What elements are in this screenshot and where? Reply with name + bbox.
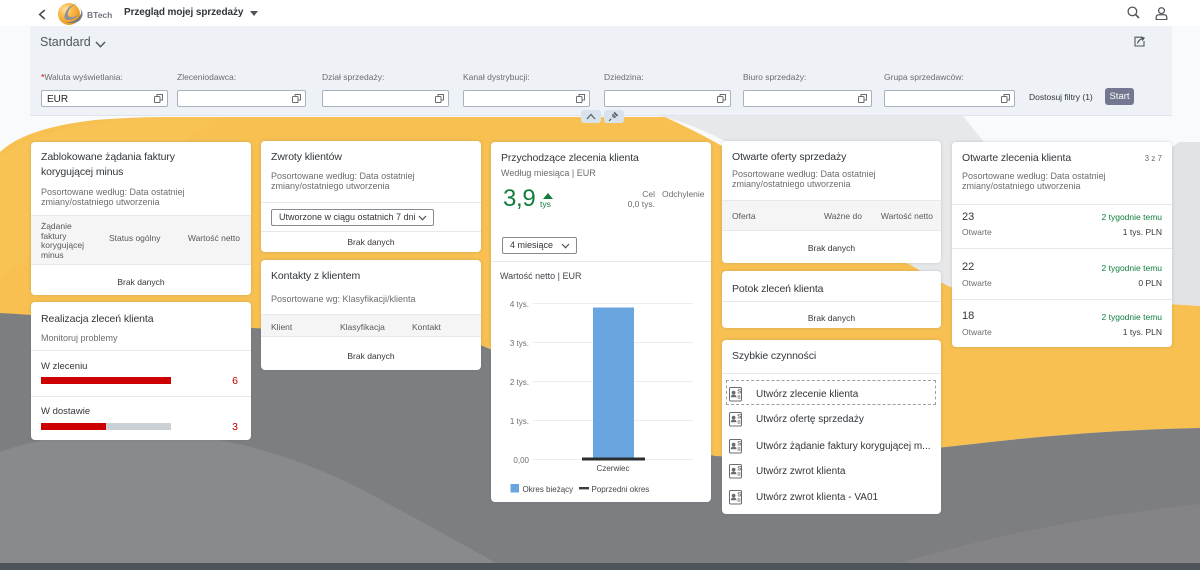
- svg-text:S: S: [737, 491, 742, 498]
- svg-text:3 tys.: 3 tys.: [510, 339, 529, 348]
- svg-text:Okres bieżący: Okres bieżący: [523, 485, 574, 494]
- svg-text:Czerwiec: Czerwiec: [597, 464, 630, 473]
- svg-text:4 tys.: 4 tys.: [510, 300, 529, 309]
- svg-text:S: S: [737, 414, 742, 421]
- svg-text:S: S: [737, 388, 742, 395]
- svg-text:1 tys.: 1 tys.: [510, 417, 529, 426]
- svg-text:BTech: BTech: [87, 10, 112, 20]
- svg-text:S: S: [737, 440, 742, 447]
- svg-text:S: S: [737, 466, 742, 473]
- svg-text:2 tys.: 2 tys.: [510, 378, 529, 387]
- svg-text:Poprzedni okres: Poprzedni okres: [592, 485, 650, 494]
- svg-text:0,00: 0,00: [513, 456, 529, 465]
